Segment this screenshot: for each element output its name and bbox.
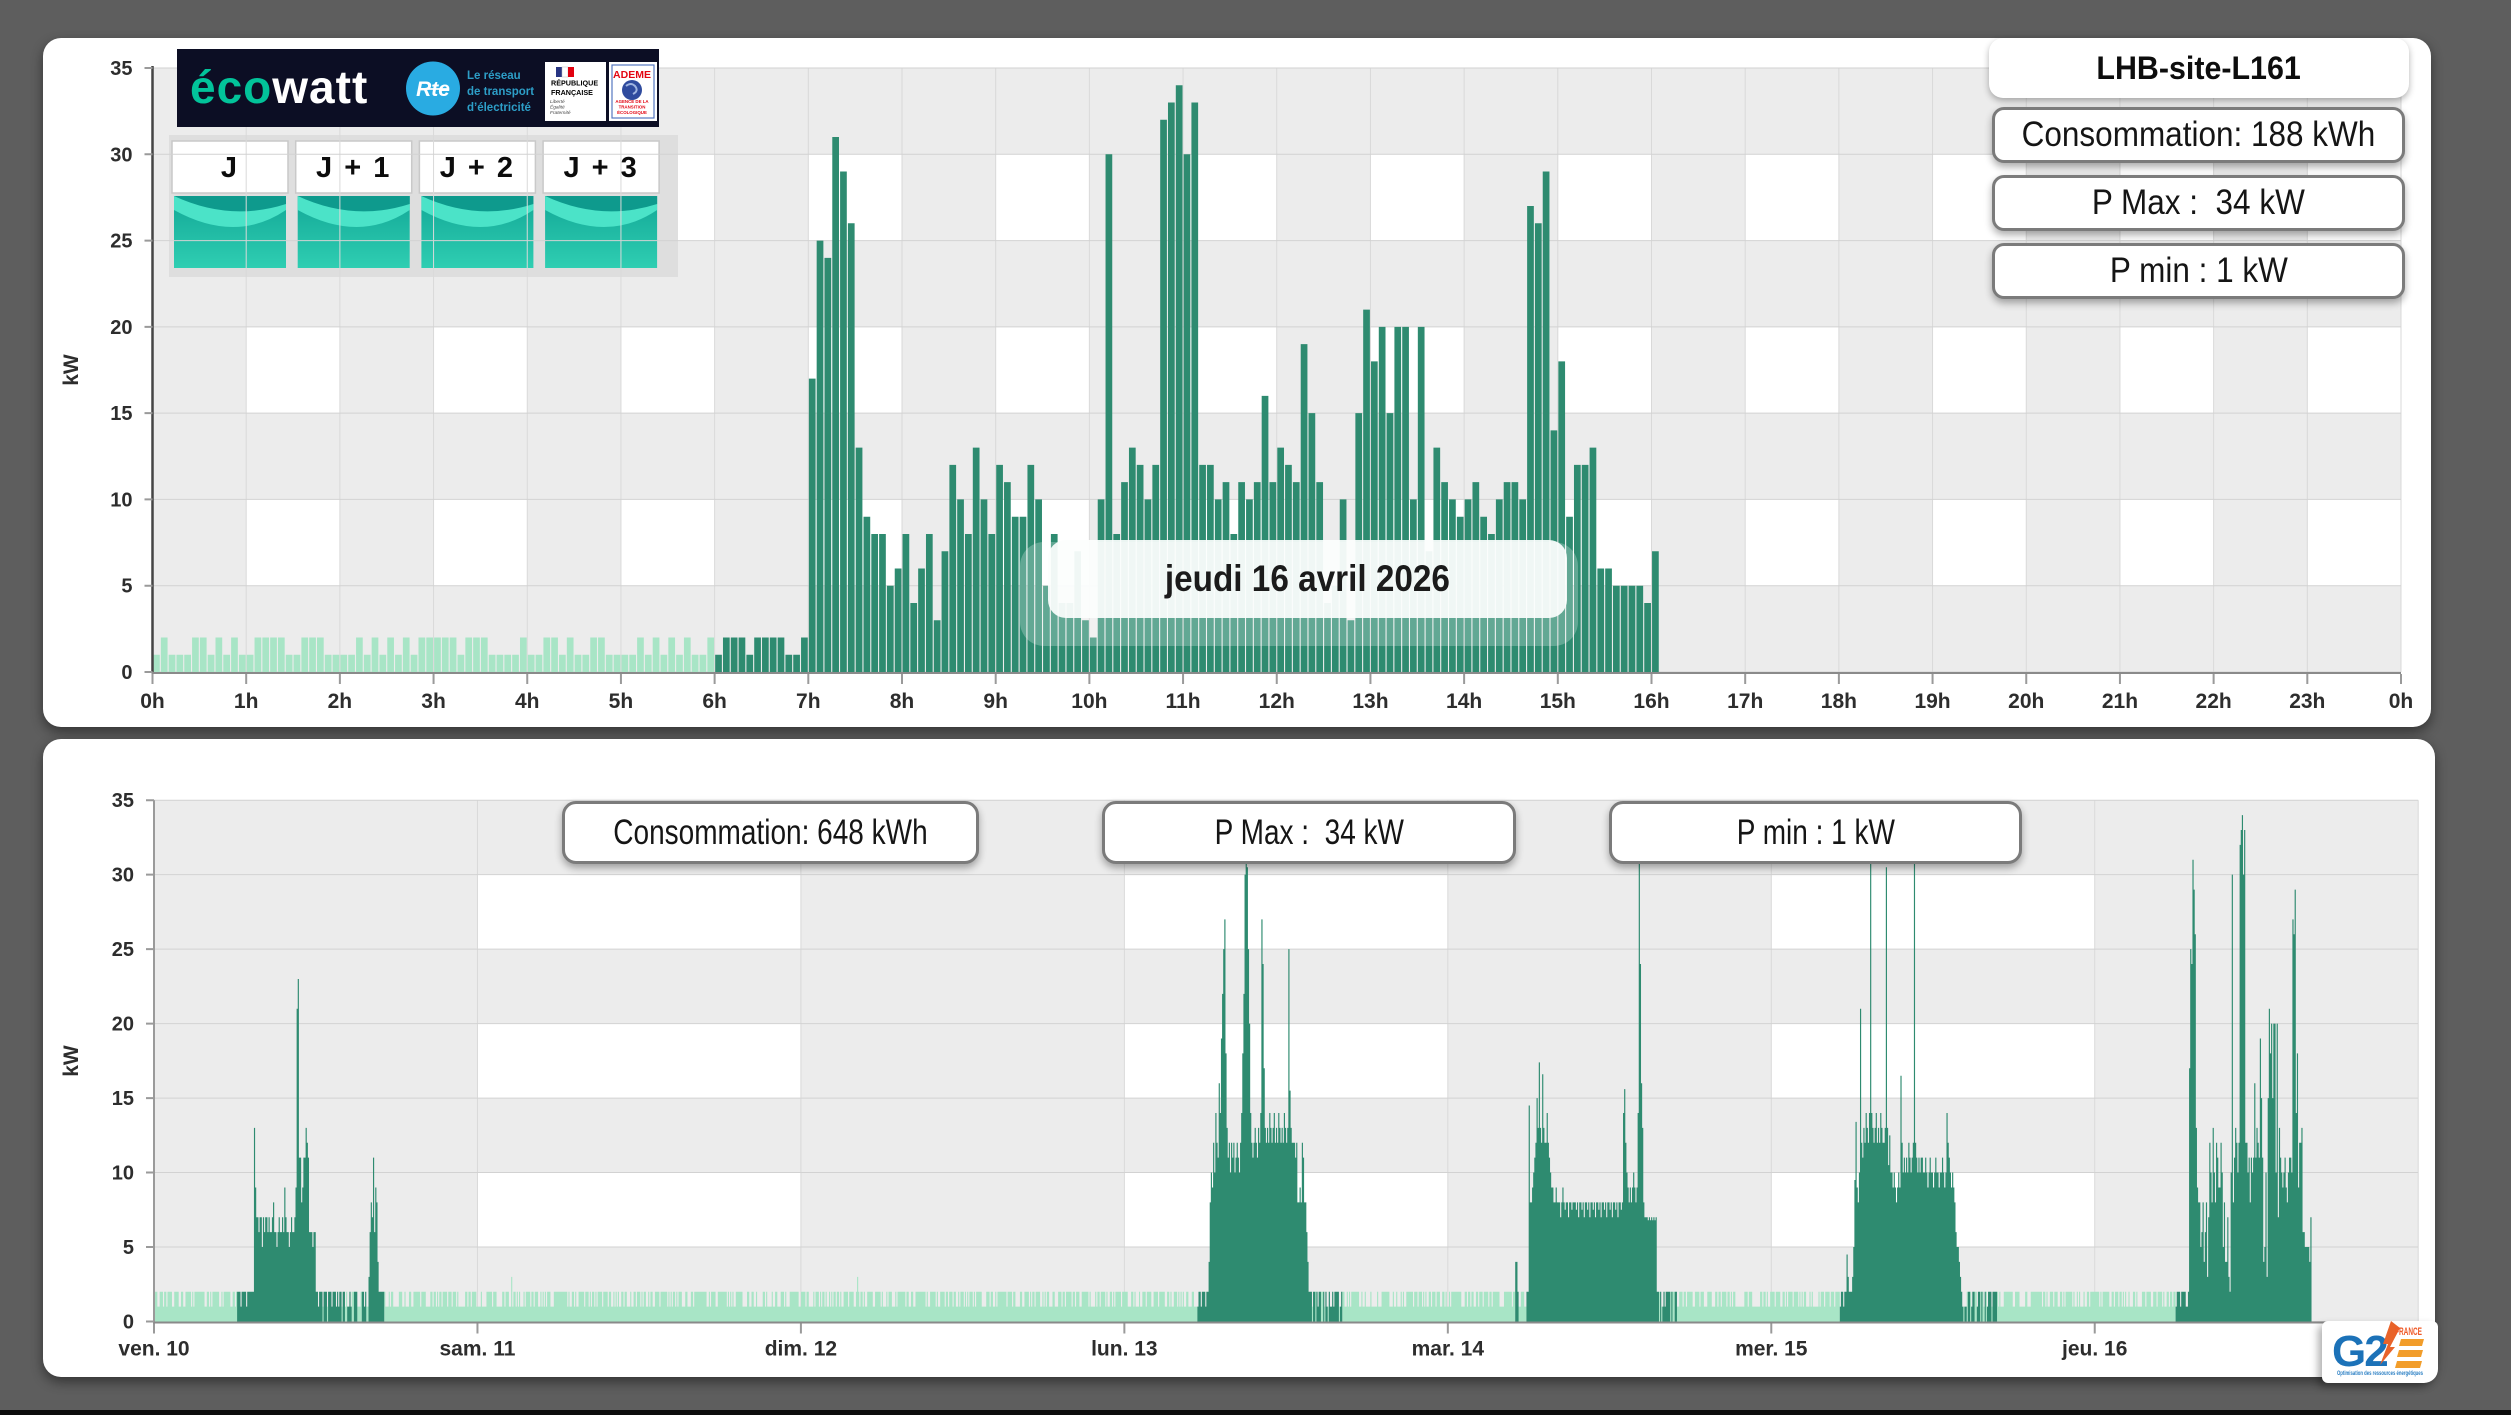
svg-text:Égalité: Égalité [550,104,565,111]
svg-text:2h: 2h [328,690,353,713]
svg-text:23h: 23h [2289,690,2325,713]
svg-text:J + 2: J + 2 [440,152,515,184]
svg-text:sam. 11: sam. 11 [440,1338,516,1361]
svg-text:AGENCE DE LA: AGENCE DE LA [615,99,649,104]
svg-text:G2: G2 [2332,1327,2387,1376]
svg-text:FRANÇAISE: FRANÇAISE [551,88,593,97]
svg-text:25: 25 [110,231,132,253]
svg-text:RÉPUBLIQUE: RÉPUBLIQUE [551,79,598,88]
svg-text:35: 35 [110,58,132,80]
svg-text:35: 35 [112,790,134,812]
svg-text:11h: 11h [1166,690,1201,713]
svg-text:TRANSITION: TRANSITION [619,105,646,110]
svg-text:9h: 9h [983,690,1008,713]
svg-text:10h: 10h [1071,690,1107,713]
svg-text:22h: 22h [2196,690,2232,713]
svg-text:ADEME: ADEME [613,69,651,81]
svg-text:0h: 0h [140,690,165,713]
svg-text:Liberté: Liberté [550,99,565,105]
svg-text:16h: 16h [1633,690,1669,713]
svg-text:FRANCE: FRANCE [2395,1326,2422,1338]
svg-text:mer. 15: mer. 15 [1735,1338,1808,1361]
svg-text:Fraternité: Fraternité [550,110,571,116]
svg-text:J: J [221,152,239,184]
svg-text:17h: 17h [1727,690,1763,713]
svg-text:18h: 18h [1821,690,1857,713]
svg-text:mar. 14: mar. 14 [1412,1338,1485,1361]
svg-text:Optimisation des ressources én: Optimisation des ressources énergétiques [2337,1370,2423,1377]
svg-text:19h: 19h [1914,690,1950,713]
svg-text:4h: 4h [515,690,540,713]
svg-text:5h: 5h [609,690,634,713]
svg-text:30: 30 [110,144,132,166]
svg-text:5: 5 [123,1237,134,1259]
svg-text:6h: 6h [702,690,727,713]
svg-text:15h: 15h [1540,690,1576,713]
svg-text:de transport: de transport [467,86,534,98]
svg-text:13h: 13h [1352,690,1388,713]
svg-text:15: 15 [110,403,132,425]
svg-text:5: 5 [121,576,132,598]
svg-text:0h: 0h [2389,690,2414,713]
svg-text:0: 0 [121,662,132,684]
svg-text:Le réseau: Le réseau [467,70,521,82]
svg-text:14h: 14h [1446,690,1482,713]
svg-text:0: 0 [123,1312,134,1334]
svg-text:10: 10 [110,489,132,511]
svg-text:7h: 7h [796,690,821,713]
svg-text:25: 25 [112,939,134,961]
svg-text:kW: kW [60,354,83,386]
svg-text:J + 1: J + 1 [316,152,391,184]
svg-text:lun. 13: lun. 13 [1091,1338,1158,1361]
svg-text:J + 3: J + 3 [563,152,638,184]
svg-text:ÉCOLOGIQUE: ÉCOLOGIQUE [617,110,647,115]
svg-text:1h: 1h [234,690,259,713]
svg-text:8h: 8h [890,690,915,713]
svg-text:20: 20 [112,1014,134,1036]
svg-text:20: 20 [110,317,132,339]
svg-text:dim. 12: dim. 12 [765,1338,837,1361]
svg-text:ven. 10: ven. 10 [118,1338,189,1361]
svg-text:20h: 20h [2008,690,2044,713]
svg-text:21h: 21h [2102,690,2138,713]
svg-text:10: 10 [112,1163,134,1185]
svg-text:3h: 3h [421,690,446,713]
svg-text:d’électricité: d’électricité [467,102,531,114]
svg-text:écowatt: écowatt [190,61,368,113]
svg-text:30: 30 [112,865,134,887]
svg-text:15: 15 [112,1088,134,1110]
svg-text:kW: kW [60,1045,83,1077]
svg-text:12h: 12h [1259,690,1295,713]
svg-text:jeu. 16: jeu. 16 [2061,1338,2127,1361]
